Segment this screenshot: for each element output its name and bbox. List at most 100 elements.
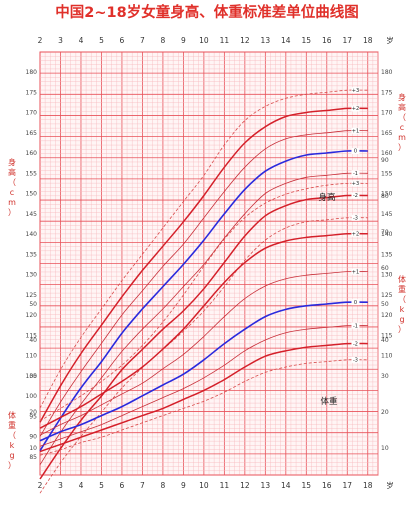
- weight-sd-label: -1: [353, 323, 358, 329]
- height-sd-label-bg: [351, 105, 360, 112]
- weight-sd-label: +1: [352, 269, 359, 275]
- height-curve-0: [39, 150, 368, 452]
- weight-sd-label-bg: [351, 299, 360, 306]
- x-tick-label-top: 11: [220, 36, 230, 45]
- x-tick-label-bottom: 16: [322, 481, 332, 490]
- axes: 2 2 3 3 4 4 5 5 6 6 7 7 8 8 9 9 10 10 11 11 12 12 13 13 14 14 15 15…: [26, 35, 394, 490]
- height-tick-label-left: 165: [26, 130, 38, 137]
- height-axis-title-right: 身高（ c m）: [398, 92, 406, 152]
- weight-sd-label-bg: [351, 180, 360, 187]
- height-tick-label-right: 125: [381, 292, 393, 299]
- height-tick-label-right: 155: [381, 170, 393, 177]
- height-tick-label-left: 110: [26, 353, 38, 360]
- height-tick-label-right: 140: [381, 231, 393, 238]
- weight-curve-plus3: [39, 182, 368, 422]
- chart-title: 中国2~18岁女童身高、体重标准差单位曲线图: [55, 3, 358, 21]
- weight-section-label: 体重: [320, 396, 338, 407]
- height-tick-label-right: 180: [381, 69, 393, 76]
- height-tick-label-left: 120: [26, 312, 38, 319]
- weight-sd-label-bg: [351, 268, 360, 275]
- height-sd-label: +3: [352, 88, 359, 94]
- weight-sd-label: +2: [352, 232, 359, 238]
- curves: [39, 89, 368, 494]
- height-sd-label-bg: [351, 147, 360, 154]
- x-tick-label-top: 6: [120, 36, 125, 45]
- weight-curve-plus1: [39, 271, 368, 436]
- weight-tick-label-left: 50: [29, 301, 37, 308]
- height-tick-label-right: 170: [381, 110, 393, 117]
- height-sd-label-bg: [351, 87, 360, 94]
- x-tick-label-bottom: 2: [38, 481, 43, 490]
- x-tick-label-top: 14: [281, 36, 291, 45]
- height-tick-label-left: 90: [29, 434, 37, 441]
- x-tick-label-top: 3: [58, 36, 63, 45]
- height-tick-label-left: 130: [26, 272, 38, 279]
- x-tick-label-bottom: 15: [302, 481, 312, 490]
- weight-sd-label-bg: [351, 322, 360, 329]
- x-axis-unit-top: 岁: [386, 35, 394, 45]
- height-tick-label-left: 170: [26, 110, 38, 117]
- x-tick-label-top: 16: [322, 36, 332, 45]
- x-tick-label-bottom: 3: [58, 481, 63, 490]
- weight-curve-minus3: [39, 359, 368, 456]
- height-sd-label: +1: [352, 128, 359, 134]
- x-tick-label-bottom: 7: [140, 481, 145, 490]
- weight-tick-label-right: 90: [381, 157, 389, 164]
- x-tick-label-top: 4: [79, 36, 84, 45]
- weight-tick-label-right: 40: [381, 337, 389, 344]
- x-tick-label-bottom: 8: [161, 481, 166, 490]
- height-tick-label-right: 165: [381, 130, 393, 137]
- x-tick-label-top: 13: [261, 36, 271, 45]
- height-sd-label: 0: [354, 149, 357, 155]
- height-tick-label-left: 155: [26, 170, 38, 177]
- height-curve-plus3: [39, 89, 368, 409]
- x-tick-label-bottom: 12: [240, 481, 250, 490]
- x-tick-label-bottom: 14: [281, 481, 291, 490]
- height-tick-label-left: 95: [29, 413, 37, 420]
- weight-tick-label-right: 50: [381, 301, 389, 308]
- x-tick-label-bottom: 4: [79, 481, 84, 490]
- height-tick-label-left: 140: [26, 231, 38, 238]
- height-sd-label-bg: [351, 214, 360, 221]
- height-curve-minus3: [39, 217, 368, 494]
- weight-sd-label-bg: [351, 356, 360, 363]
- height-tick-label-left: 115: [26, 332, 38, 339]
- weight-tick-label-left: 30: [29, 373, 37, 380]
- x-tick-label-top: 7: [140, 36, 145, 45]
- height-curve-plus1: [39, 130, 368, 437]
- x-tick-label-bottom: 11: [220, 481, 230, 490]
- x-tick-label-bottom: 5: [99, 481, 104, 490]
- weight-tick-label-right: 10: [381, 445, 389, 452]
- height-tick-label-left: 180: [26, 69, 38, 76]
- weight-sd-label-bg: [351, 230, 360, 237]
- grid: [39, 51, 379, 476]
- weight-tick-label-right: 70: [381, 229, 389, 236]
- height-tick-label-right: 160: [381, 150, 393, 157]
- height-tick-label-left: 100: [26, 393, 38, 400]
- weight-sd-label: -2: [353, 341, 358, 347]
- weight-tick-label-left: 10: [29, 445, 37, 452]
- height-sd-label: -2: [353, 193, 358, 199]
- weight-sd-label: +3: [352, 181, 359, 187]
- weight-curve-minus1: [39, 325, 368, 447]
- height-tick-label-right: 130: [381, 272, 393, 279]
- height-tick-label-left: 135: [26, 251, 38, 258]
- x-tick-label-top: 12: [240, 36, 250, 45]
- height-tick-label-right: 120: [381, 312, 393, 319]
- weight-tick-label-left: 20: [29, 409, 37, 416]
- x-tick-label-top: 9: [181, 36, 186, 45]
- x-tick-label-top: 2: [38, 36, 43, 45]
- x-axis-unit-bottom: 岁: [386, 480, 394, 490]
- height-tick-label-left: 85: [29, 454, 37, 461]
- x-tick-label-bottom: 10: [199, 481, 209, 490]
- x-tick-label-bottom: 17: [342, 481, 352, 490]
- height-sd-label-bg: [351, 127, 360, 134]
- weight-tick-label-right: 80: [381, 193, 389, 200]
- height-tick-label-left: 160: [26, 150, 38, 157]
- x-tick-label-top: 17: [342, 36, 352, 45]
- x-tick-label-top: 18: [363, 36, 373, 45]
- height-section-label: 身高: [318, 192, 335, 203]
- weight-tick-label-right: 60: [381, 265, 389, 272]
